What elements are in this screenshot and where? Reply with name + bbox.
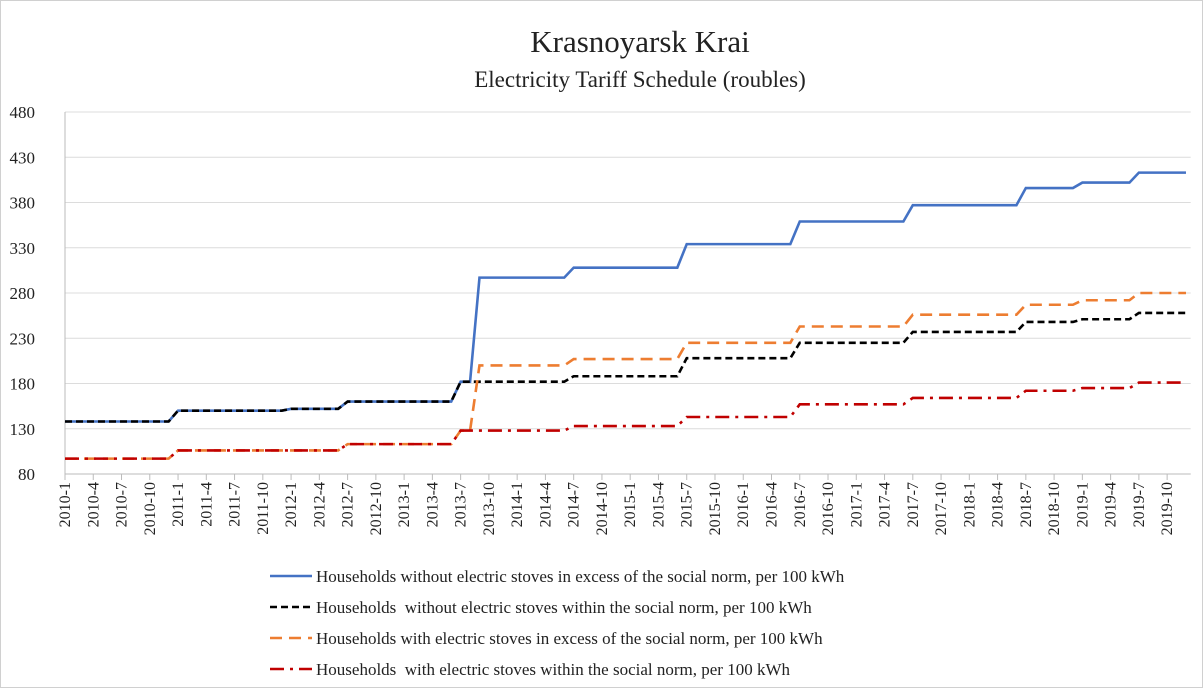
x-tick-label: 2014-10: [594, 482, 611, 535]
x-tick-label: 2017-1: [848, 482, 865, 527]
legend-label: Households with electric stoves within t…: [316, 660, 791, 679]
x-tick-label: 2013-1: [396, 482, 413, 527]
x-tick-label: 2012-1: [283, 482, 300, 527]
x-tick-label: 2016-1: [735, 482, 752, 527]
x-tick-label: 2014-1: [509, 482, 526, 527]
y-tick-label: 180: [10, 375, 36, 394]
y-tick-label: 330: [10, 239, 36, 258]
x-tick-label: 2010-7: [114, 482, 131, 527]
x-tick-label: 2018-7: [1018, 482, 1035, 527]
legend-label: Households without electric stoves in ex…: [316, 567, 845, 586]
x-tick-label: 2019-4: [1103, 482, 1120, 527]
x-tick-label: 2015-10: [707, 482, 724, 535]
x-tick-label: 2015-7: [679, 482, 696, 527]
y-tick-label: 80: [18, 465, 35, 484]
x-tick-label: 2017-4: [877, 482, 894, 527]
y-tick-label: 230: [10, 329, 36, 348]
y-tick-label: 380: [10, 194, 36, 213]
x-tick-label: 2011-10: [255, 482, 272, 535]
x-tick-label: 2019-1: [1074, 482, 1091, 527]
x-tick-label: 2018-1: [961, 482, 978, 527]
series-line: [65, 291, 1186, 460]
x-tick-label: 2013-4: [424, 482, 441, 527]
legend-label: Households with electric stoves in exces…: [316, 629, 823, 648]
x-tick-label: 2017-10: [933, 482, 950, 535]
x-tick-label: 2011-1: [170, 482, 187, 527]
x-tick-label: 2010-1: [57, 482, 74, 527]
y-tick-label: 480: [10, 103, 36, 122]
chart-subtitle: Electricity Tariff Schedule (roubles): [474, 67, 806, 92]
x-tick-label: 2011-4: [198, 482, 215, 527]
x-tick-label: 2015-4: [650, 482, 667, 527]
x-tick-label: 2012-10: [368, 482, 385, 535]
x-tick-label: 2018-4: [990, 482, 1007, 527]
chart-title: Krasnoyarsk Krai: [530, 24, 750, 59]
x-tick-label: 2010-4: [85, 482, 102, 527]
x-tick-label: 2013-10: [481, 482, 498, 535]
x-tick-label: 2012-4: [311, 482, 328, 527]
x-tick-label: 2016-7: [792, 482, 809, 527]
y-tick-label: 280: [10, 284, 36, 303]
x-tick-label: 2019-7: [1131, 482, 1148, 527]
y-tick-label: 130: [10, 420, 36, 439]
x-tick-label: 2013-7: [453, 482, 470, 527]
legend-label: Households without electric stoves withi…: [316, 598, 812, 617]
x-tick-label: 2016-10: [820, 482, 837, 535]
x-tick-label: 2011-7: [227, 482, 244, 527]
x-tick-label: 2010-10: [142, 482, 159, 535]
x-tick-label: 2019-10: [1159, 482, 1176, 535]
x-tick-label: 2014-4: [537, 482, 554, 527]
series-line: [65, 381, 1186, 460]
x-tick-label: 2017-7: [905, 482, 922, 527]
x-tick-label: 2012-7: [340, 482, 357, 527]
x-tick-label: 2018-10: [1046, 482, 1063, 535]
x-tick-label: 2015-1: [622, 482, 639, 527]
y-tick-label: 430: [10, 148, 36, 167]
x-tick-label: 2016-4: [764, 482, 781, 527]
x-tick-label: 2014-7: [566, 482, 583, 527]
series-line: [65, 311, 1186, 423]
